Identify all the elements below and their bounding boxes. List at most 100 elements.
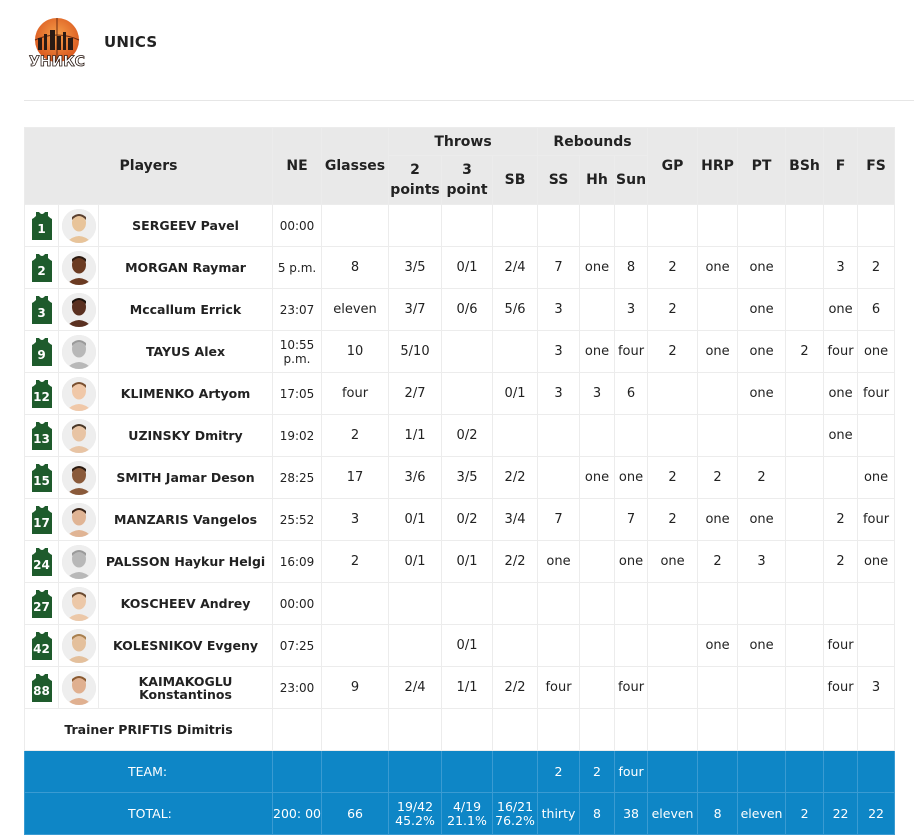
stat-pt: one	[737, 624, 787, 667]
stat-glasses	[321, 582, 390, 625]
player-name[interactable]: PALSSON Haykur Helgi	[97, 540, 274, 583]
stat-fs: one	[857, 540, 896, 583]
jersey-icon: 1	[31, 211, 52, 240]
player-name[interactable]: MORGAN Raymar	[97, 246, 274, 289]
stat-two: 0/1	[388, 540, 443, 583]
jersey-number: 17	[24, 498, 59, 541]
stat-pt: one	[737, 330, 787, 373]
jersey-number-text: 3	[37, 305, 46, 320]
stat-ss	[537, 624, 581, 667]
player-row[interactable]: 24 PALSSON Haykur Helgi 16:09 2 0/1 0/1 2/2 one…	[24, 540, 896, 583]
jersey-number-text: 88	[33, 683, 50, 698]
total-two-value: 19/42	[397, 798, 434, 814]
stat-hh	[579, 414, 616, 457]
stat-bsh	[785, 624, 825, 667]
stat-gp: 2	[647, 498, 699, 541]
player-row[interactable]: 15 SMITH Jamar Deson 28:25 17 3/6 3/5 2/2 one on…	[24, 456, 896, 499]
stat-hh	[579, 624, 616, 667]
stat-gp: 2	[647, 246, 699, 289]
stat-pt	[737, 666, 787, 709]
player-name[interactable]: Mccallum Errick	[97, 288, 274, 331]
player-name[interactable]: MANZARIS Vangelos	[97, 498, 274, 541]
stat-sun: 7	[614, 498, 649, 541]
player-row[interactable]: 42 KOLESNIKOV Evgeny 07:25 0/1 one one four	[24, 624, 896, 667]
stat-sun: four	[614, 330, 649, 373]
header-gp: GP	[647, 127, 699, 205]
player-name[interactable]: KLIMENKO Artyom	[97, 372, 274, 415]
jersey-number: 3	[24, 288, 59, 331]
player-avatar	[61, 250, 96, 285]
jersey-number-text: 24	[33, 557, 50, 572]
player-name[interactable]: KOLESNIKOV Evgeny	[97, 624, 274, 667]
stat-pt: one	[737, 372, 787, 415]
stat-glasses: 3	[321, 498, 390, 541]
total-hrp: 8	[697, 792, 739, 835]
player-name[interactable]: TAYUS Alex	[97, 330, 274, 373]
stat-bsh	[785, 582, 825, 625]
stat-bsh	[785, 204, 825, 247]
total-sun: 38	[614, 792, 649, 835]
stat-fs: 2	[857, 246, 896, 289]
player-row[interactable]: 17 MANZARIS Vangelos 25:52 3 0/1 0/2 3/4 7 7 2 one…	[24, 498, 896, 541]
team-ss: 2	[537, 750, 581, 793]
player-row[interactable]: 88 KAIMAKOGLU Konstantinos 23:00 9 2/4 1/1 2/2…	[24, 666, 896, 709]
stat-fs: one	[857, 456, 896, 499]
stat-bsh	[785, 414, 825, 457]
player-row[interactable]: 2 MORGAN Raymar 5 p.m. 8 3/5 0/1 2/4 7 one 8 2 one o…	[24, 246, 896, 289]
player-name[interactable]: SMITH Jamar Deson	[97, 456, 274, 499]
player-name[interactable]: KAIMAKOGLU Konstantinos	[97, 666, 274, 709]
header-ne: NE	[272, 127, 323, 205]
player-photo-cell	[58, 288, 99, 331]
player-avatar	[61, 460, 96, 495]
jersey-number: 12	[24, 372, 59, 415]
player-name[interactable]: SERGEEV Pavel	[97, 204, 274, 247]
stat-sb: 3/4	[492, 498, 539, 541]
stat-hrp: one	[697, 624, 739, 667]
header-throws: Throws	[388, 127, 539, 156]
stat-fs	[857, 204, 896, 247]
stat-three: 0/1	[441, 540, 494, 583]
stat-gp: 2	[647, 330, 699, 373]
player-row[interactable]: 13 UZINSKY Dmitry 19:02 2 1/1 0/2 one	[24, 414, 896, 457]
stat-f: one	[823, 414, 859, 457]
player-name[interactable]: KOSCHEEV Andrey	[97, 582, 274, 625]
jersey-icon: 3	[31, 295, 52, 324]
jersey-number: 27	[24, 582, 59, 625]
header-3-point: 3 point	[441, 155, 494, 205]
player-row[interactable]: 27 KOSCHEEV Andrey 00:00	[24, 582, 896, 625]
player-avatar	[61, 376, 96, 411]
team-name: UNICS	[104, 33, 158, 51]
jersey-number-text: 42	[33, 641, 50, 656]
stat-gp: one	[647, 540, 699, 583]
team-logo: УНИКС	[24, 16, 90, 72]
stat-two: 1/1	[388, 414, 443, 457]
stat-hrp: one	[697, 246, 739, 289]
stat-sb	[492, 204, 539, 247]
player-photo-cell	[58, 624, 99, 667]
player-row[interactable]: 9 TAYUS Alex 10:55 p.m. 10 5/10 3 one four 2 one o…	[24, 330, 896, 373]
stat-two	[388, 582, 443, 625]
stat-hrp: one	[697, 498, 739, 541]
player-name[interactable]: UZINSKY Dmitry	[97, 414, 274, 457]
stat-hh	[579, 540, 616, 583]
stat-sb	[492, 330, 539, 373]
player-row[interactable]: 3 Mccallum Errick 23:07 eleven 3/7 0/6 5/6 3 3 2 o…	[24, 288, 896, 331]
total-sb-value: 16/21	[497, 798, 534, 814]
total-gp: eleven	[647, 792, 699, 835]
stat-sb: 5/6	[492, 288, 539, 331]
stat-glasses: 2	[321, 540, 390, 583]
stat-fs: four	[857, 372, 896, 415]
player-row[interactable]: 1 SERGEEV Pavel 00:00	[24, 204, 896, 247]
stat-glasses: 2	[321, 414, 390, 457]
player-row[interactable]: 12 KLIMENKO Artyom 17:05 four 2/7 0/1 3 3 6 one on…	[24, 372, 896, 415]
total-bsh: 2	[785, 792, 825, 835]
total-sb: 16/21 76.2%	[492, 792, 539, 835]
stat-hrp: 2	[697, 540, 739, 583]
player-avatar	[61, 208, 96, 243]
stat-sb: 2/2	[492, 456, 539, 499]
stat-f: four	[823, 330, 859, 373]
stat-hrp	[697, 288, 739, 331]
stat-pt: 3	[737, 540, 787, 583]
jersey-number-text: 13	[33, 431, 50, 446]
stat-two: 3/6	[388, 456, 443, 499]
